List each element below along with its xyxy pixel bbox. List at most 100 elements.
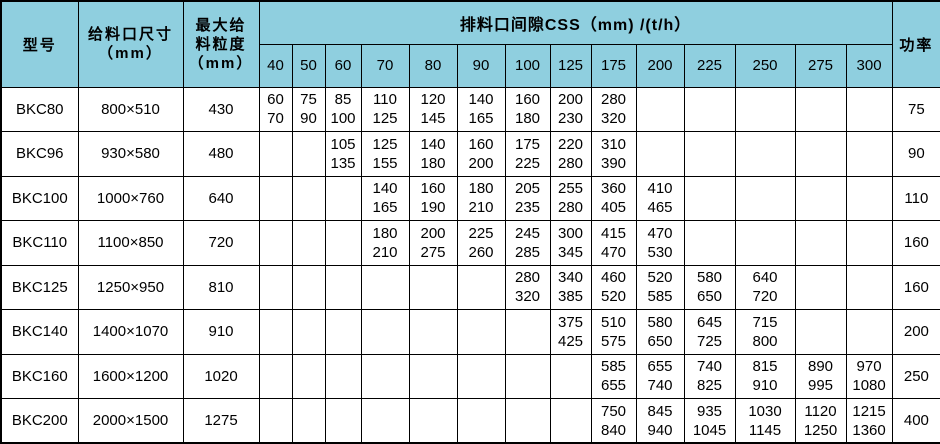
capacity-cell: 340 385: [549, 264, 592, 310]
capacity-cell: 175 225: [504, 131, 551, 177]
capacity-cell: [549, 353, 592, 399]
power-cell: 400: [891, 398, 940, 444]
capacity-cell: [845, 309, 893, 355]
power-cell: 160: [891, 264, 940, 310]
power-cell: 250: [891, 353, 940, 399]
col-header-css-gap-title: 排料口间隙CSS（mm) /(t/h）: [258, 0, 893, 45]
max-feed-size-cell: 1275: [182, 398, 260, 444]
capacity-cell: [324, 175, 362, 221]
table-row: BKC110 1100×850 720 180 210 200 275 225 260 24…: [0, 220, 940, 266]
capacity-cell: 110 125: [360, 86, 410, 132]
capacity-cell: [794, 86, 847, 132]
table-row: BKC200 2000×1500 1275 750 840 845 940 935 104…: [0, 398, 940, 444]
capacity-cell: 105 135: [324, 131, 362, 177]
feed-opening-cell: 1100×850: [77, 220, 184, 266]
table-row: BKC100 1000×760 640 140 165 160 190 180 210 20…: [0, 175, 940, 221]
col-header-power: 功率: [891, 0, 940, 88]
gap-column-header: 50: [291, 43, 326, 88]
capacity-cell: [291, 353, 326, 399]
capacity-cell: 845 940: [635, 398, 685, 444]
capacity-cell: 125 155: [360, 131, 410, 177]
capacity-cell: 180 210: [456, 175, 506, 221]
capacity-cell: 375 425: [549, 309, 592, 355]
capacity-cell: [360, 309, 410, 355]
capacity-cell: [683, 220, 736, 266]
capacity-cell: 1120 1250: [794, 398, 847, 444]
model-cell: BKC110: [0, 220, 79, 266]
capacity-cell: 520 585: [635, 264, 685, 310]
capacity-cell: 120 145: [408, 86, 458, 132]
gap-column-header: 90: [456, 43, 506, 88]
capacity-cell: [291, 398, 326, 444]
capacity-cell: [258, 398, 293, 444]
capacity-cell: 585 655: [590, 353, 637, 399]
capacity-cell: 410 465: [635, 175, 685, 221]
capacity-cell: 140 165: [360, 175, 410, 221]
model-cell: BKC160: [0, 353, 79, 399]
max-feed-size-cell: 430: [182, 86, 260, 132]
gap-column-header: 275: [794, 43, 847, 88]
capacity-cell: 180 210: [360, 220, 410, 266]
capacity-cell: 255 280: [549, 175, 592, 221]
capacity-cell: 460 520: [590, 264, 637, 310]
capacity-cell: [456, 264, 506, 310]
capacity-cell: 970 1080: [845, 353, 893, 399]
power-cell: 75: [891, 86, 940, 132]
power-cell: 90: [891, 131, 940, 177]
capacity-cell: [845, 175, 893, 221]
capacity-cell: 225 260: [456, 220, 506, 266]
capacity-cell: 715 800: [734, 309, 796, 355]
capacity-cell: 200 230: [549, 86, 592, 132]
capacity-cell: [408, 398, 458, 444]
capacity-cell: [635, 131, 685, 177]
table-row: BKC96 930×580 480 105 135 125 155 140 180 160 …: [0, 131, 940, 177]
table-row: BKC140 1400×1070 910 375 425 510 575 580 650 6…: [0, 309, 940, 355]
feed-opening-cell: 930×580: [77, 131, 184, 177]
capacity-cell: 75 90: [291, 86, 326, 132]
gap-column-header: 250: [734, 43, 796, 88]
capacity-cell: [734, 175, 796, 221]
capacity-cell: [408, 309, 458, 355]
model-cell: BKC140: [0, 309, 79, 355]
capacity-cell: 890 995: [794, 353, 847, 399]
model-cell: BKC80: [0, 86, 79, 132]
capacity-cell: [456, 353, 506, 399]
capacity-cell: 300 345: [549, 220, 592, 266]
capacity-cell: [845, 131, 893, 177]
capacity-cell: 160 190: [408, 175, 458, 221]
capacity-cell: [291, 264, 326, 310]
gap-header-row: 40 50 60 70 80 90 100 125 175 200 225 250 275 300: [1, 43, 940, 88]
capacity-cell: [734, 131, 796, 177]
capacity-cell: [291, 309, 326, 355]
capacity-cell: [360, 398, 410, 444]
col-header-feed-opening: 给料口尺寸 （mm）: [77, 0, 184, 88]
capacity-cell: [258, 175, 293, 221]
capacity-cell: 750 840: [590, 398, 637, 444]
max-feed-size-cell: 720: [182, 220, 260, 266]
capacity-cell: [504, 398, 551, 444]
table-body: BKC80 800×510 430 60 70 75 90 85 100 110 125 12…: [0, 86, 940, 444]
model-cell: BKC100: [0, 175, 79, 221]
feed-opening-cell: 1400×1070: [77, 309, 184, 355]
table-row: BKC160 1600×1200 1020 585 655 655 740 740 825…: [0, 353, 940, 399]
model-cell: BKC125: [0, 264, 79, 310]
gap-column-header: 300: [845, 43, 893, 88]
capacity-cell: [794, 264, 847, 310]
capacity-cell: 1030 1145: [734, 398, 796, 444]
gap-column-header: 70: [360, 43, 410, 88]
capacity-cell: 415 470: [590, 220, 637, 266]
capacity-cell: [324, 398, 362, 444]
max-feed-size-cell: 1020: [182, 353, 260, 399]
col-header-max-feed-size: 最大给 料粒度 （mm）: [182, 0, 260, 88]
gap-column-header: 100: [504, 43, 551, 88]
feed-opening-cell: 1000×760: [77, 175, 184, 221]
capacity-cell: [324, 353, 362, 399]
feed-opening-cell: 1250×950: [77, 264, 184, 310]
capacity-cell: 280 320: [590, 86, 637, 132]
capacity-cell: [734, 220, 796, 266]
capacity-cell: 140 165: [456, 86, 506, 132]
max-feed-size-cell: 810: [182, 264, 260, 310]
capacity-cell: [456, 309, 506, 355]
max-feed-size-cell: 480: [182, 131, 260, 177]
